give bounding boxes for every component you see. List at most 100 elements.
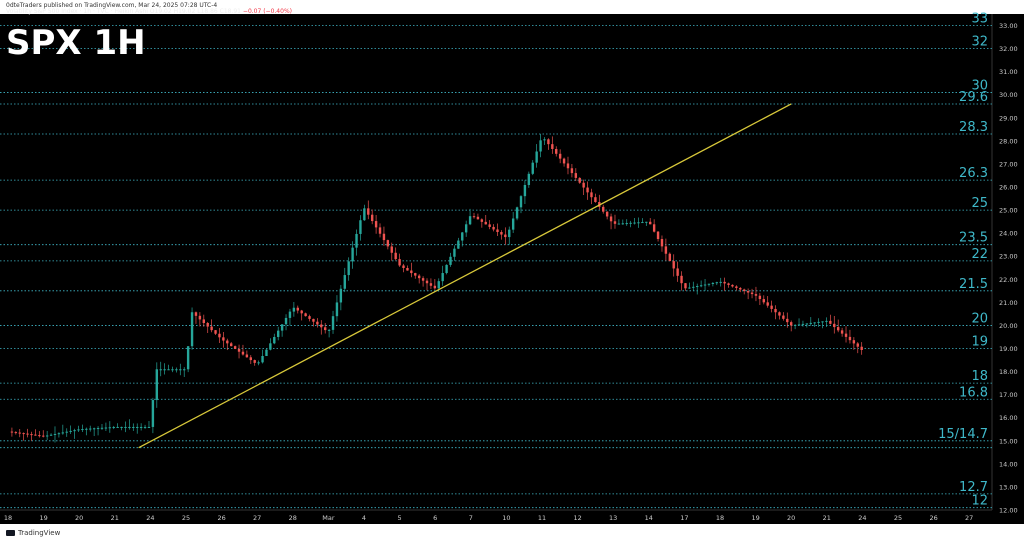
- x-tick-label: 12: [573, 514, 581, 522]
- candle-body: [786, 318, 789, 323]
- candle-body: [147, 426, 151, 428]
- candles-layer: [10, 133, 863, 443]
- candle-body: [535, 151, 538, 163]
- y-tick-label: 13.00: [999, 483, 1018, 491]
- level-label: 29.6: [959, 90, 988, 105]
- candle-body: [590, 192, 593, 198]
- candle-body: [621, 223, 625, 225]
- y-tick-label: 16.00: [999, 414, 1018, 422]
- candle-body: [817, 321, 820, 323]
- x-tick-label: 19: [39, 514, 47, 522]
- y-tick-label: 23.00: [999, 253, 1018, 261]
- candle-body: [241, 351, 245, 355]
- level-label: 15/14.7: [938, 427, 988, 442]
- level-label: 26.3: [959, 166, 988, 181]
- price-axis-background[interactable]: [992, 14, 1024, 510]
- x-tick-label: 26: [217, 514, 225, 522]
- trendline[interactable]: [138, 103, 792, 449]
- candle-body: [641, 222, 644, 224]
- candle-body: [464, 224, 468, 233]
- candle-body: [676, 268, 679, 276]
- candle-body: [555, 148, 558, 154]
- plot-background: [0, 14, 1024, 510]
- candle-body: [257, 362, 260, 364]
- candle-body: [335, 302, 339, 317]
- candle-body: [10, 431, 14, 433]
- y-tick-label: 18.00: [999, 368, 1018, 376]
- trend-layer: [138, 103, 792, 449]
- y-tick-label: 20.00: [999, 322, 1018, 330]
- candle-body: [731, 284, 734, 287]
- candle-body: [171, 369, 174, 371]
- candle-body: [645, 221, 648, 223]
- candle-body: [124, 426, 127, 428]
- symbol-legend: Volatility S&P 500 Index · 1h · TVC · He…: [6, 8, 292, 15]
- x-tick-label: 4: [362, 514, 366, 522]
- candle-body: [696, 286, 699, 288]
- x-tick-label: 20: [787, 514, 795, 522]
- candle-body: [425, 280, 429, 284]
- candle-body: [226, 340, 229, 344]
- y-tick-label: 31.00: [999, 68, 1018, 76]
- x-tick-label: Mar: [322, 514, 335, 522]
- candle-body: [65, 431, 68, 433]
- candle-body: [167, 369, 170, 371]
- candle-body: [856, 343, 859, 347]
- candle-body: [778, 312, 781, 316]
- candle-body: [265, 349, 268, 357]
- time-axis-background[interactable]: [0, 510, 1024, 524]
- candle-body: [49, 434, 53, 436]
- candle-body: [194, 312, 198, 316]
- candle-body: [198, 315, 202, 320]
- candle-body: [374, 221, 378, 228]
- candle-body: [183, 369, 186, 371]
- y-tick-label: 24.00: [999, 230, 1018, 238]
- level-label: 20: [971, 311, 988, 326]
- candle-body: [343, 275, 346, 289]
- candle-body: [461, 232, 464, 241]
- candle-body: [609, 216, 613, 222]
- candle-body: [527, 173, 531, 185]
- candle-body: [410, 270, 413, 274]
- x-tick-label: 24: [858, 514, 866, 522]
- candle-body: [116, 426, 119, 428]
- x-tick-label: 17: [680, 514, 688, 522]
- candle-body: [852, 340, 856, 344]
- candle-body: [833, 323, 836, 328]
- candle-body: [809, 322, 812, 324]
- footer-strip: [0, 524, 1024, 541]
- candle-body: [210, 326, 213, 331]
- candle-body: [594, 197, 597, 203]
- candle-body: [692, 286, 695, 288]
- x-tick-label: 26: [929, 514, 937, 522]
- candle-body: [355, 233, 358, 248]
- candle-body: [515, 207, 519, 219]
- candle-body: [735, 286, 738, 288]
- candle-body: [26, 433, 29, 435]
- candle-body: [844, 333, 848, 337]
- candle-body: [30, 434, 33, 436]
- candle-body: [472, 216, 476, 218]
- candle-body: [104, 427, 108, 429]
- candle-body: [707, 283, 711, 285]
- candle-body: [684, 283, 687, 289]
- candle-body: [813, 322, 816, 324]
- x-tick-label: 27: [965, 514, 973, 522]
- x-tick-label: 21: [111, 514, 119, 522]
- header-strip: 0dteTraders published on TradingView.com…: [0, 0, 1024, 14]
- candle-body: [562, 158, 566, 164]
- candle-body: [433, 285, 437, 289]
- candle-body: [85, 428, 88, 430]
- candle-body: [617, 223, 621, 225]
- candle-body: [367, 208, 370, 215]
- candle-body: [437, 281, 440, 289]
- candle-body: [280, 324, 284, 331]
- candle-body: [504, 234, 507, 238]
- candle-body: [233, 346, 237, 349]
- candle-body: [840, 330, 844, 334]
- candle-body: [316, 321, 319, 325]
- candle-body: [633, 222, 636, 224]
- candle-body: [77, 429, 80, 431]
